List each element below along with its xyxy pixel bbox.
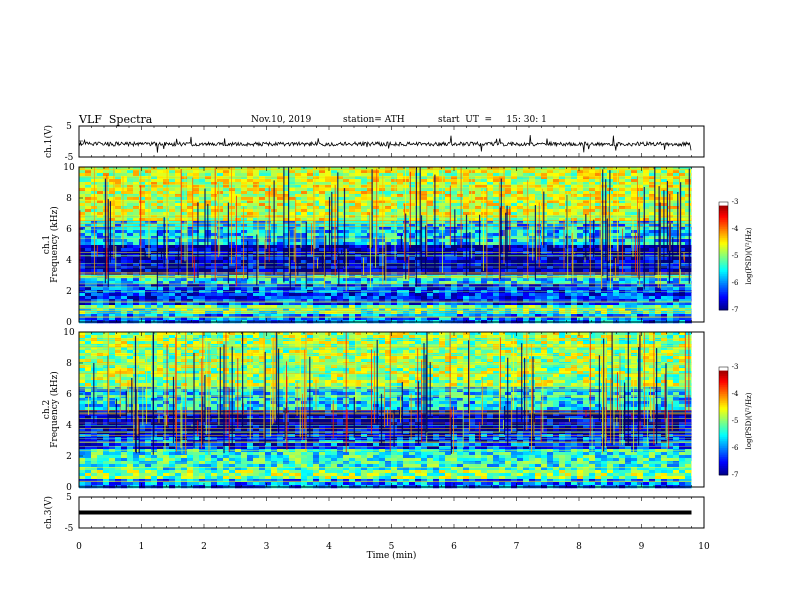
- ch2-spectrogram-image: [79, 331, 692, 489]
- ch3-waveform-ytick-label: -5: [65, 524, 74, 534]
- time-axis-tick-label: 7: [514, 542, 520, 552]
- ch2-spectrogram-colorbar-label: log(PSD)(V²/Hz): [745, 392, 753, 449]
- ch2-spectrogram-ytick-label: 2: [66, 452, 72, 462]
- station-label: station= ATH: [343, 115, 405, 125]
- time-axis-tick-label: 6: [451, 542, 457, 552]
- ch2-spectrogram-colorbar-tick-label: -7: [732, 471, 739, 479]
- ch2-spectrogram-no-data: [691, 332, 704, 487]
- ch2-spectrogram-colorbar-tick-label: -3: [732, 363, 739, 371]
- ch2-spectrogram-channel-label: ch.2: [42, 400, 52, 419]
- time-axis-tick-label: 2: [201, 542, 207, 552]
- time-axis-tick-label: 3: [264, 542, 270, 552]
- start-time-label: start UT = 15: 30: 1: [438, 115, 547, 125]
- ch1-spectrogram-image: [79, 167, 692, 324]
- ch1-spectrogram-colorbar-frame: [718, 201, 729, 311]
- ch1-spectrogram-ytick-label: 4: [66, 256, 72, 266]
- ch1-spectrogram-ytick-label: 10: [63, 163, 75, 173]
- ch1-spectrogram-ytick-label: 6: [66, 225, 72, 235]
- ch1-spectrogram-channel-label: ch.1: [42, 235, 52, 254]
- ch1-spectrogram-ytick-label: 2: [66, 287, 72, 297]
- time-axis-tick-label: 4: [326, 542, 332, 552]
- ch2-spectrogram-ytick-label: 6: [66, 390, 72, 400]
- ch1-waveform-trace: [78, 135, 692, 153]
- ch1-spectrogram-ytick-label: 8: [66, 194, 72, 204]
- ch2-spectrogram-ytick-label: 10: [63, 328, 75, 338]
- ch2-spectrogram-ylabel: Frequency (kHz): [49, 371, 60, 448]
- time-axis-label: Time (min): [367, 550, 417, 561]
- time-axis-tick-label: 0: [76, 542, 82, 552]
- ch2-spectrogram-ytick-label: 0: [66, 483, 72, 493]
- ch1-spectrogram-colorbar-tick-label: -3: [732, 198, 739, 206]
- ch2-spectrogram-colorbar-tick-label: -6: [732, 444, 739, 452]
- ch2-spectrogram-ytick-label: 4: [66, 421, 72, 431]
- ch1-spectrogram-ytick-label: 0: [66, 318, 72, 328]
- ch3-waveform-ytick-label: 5: [66, 493, 72, 503]
- ch1-waveform-ytick-label: -5: [65, 153, 74, 163]
- time-axis-tick-label: 1: [139, 542, 145, 552]
- ch1-spectrogram-colorbar-tick-label: -4: [732, 225, 739, 233]
- ch1-spectrogram-ylabel: Frequency (kHz): [49, 206, 60, 283]
- time-axis-tick-label: 5: [389, 542, 395, 552]
- ch1-waveform-ytick-label: 5: [66, 122, 72, 132]
- ch1-spectrogram-colorbar-tick-label: -5: [732, 252, 739, 260]
- ch1-spectrogram-no-data: [691, 167, 704, 322]
- figure-title: VLF Spectra: [79, 113, 153, 126]
- time-axis-tick-label: 10: [698, 542, 710, 552]
- ch2-spectrogram-colorbar-frame: [718, 366, 729, 476]
- ch1-spectrogram-colorbar-label: log(PSD)(V²/Hz): [745, 227, 753, 284]
- ch2-spectrogram-ytick-label: 8: [66, 359, 72, 369]
- ch3-waveform-ylabel: ch.3(V): [43, 496, 54, 529]
- ch2-spectrogram-colorbar: [719, 367, 728, 476]
- ch1-spectrogram-colorbar-tick-label: -6: [732, 279, 739, 287]
- time-axis-tick-label: 9: [639, 542, 645, 552]
- time-axis-tick-label: 8: [576, 542, 582, 552]
- ch2-spectrogram-colorbar-tick-label: -4: [732, 390, 739, 398]
- ch1-spectrogram-colorbar-tick-label: -7: [732, 306, 739, 314]
- ch1-waveform-ylabel: ch.1(V): [43, 125, 54, 158]
- date-label: Nov.10, 2019: [251, 115, 312, 125]
- ch1-waveform-frame: [78, 125, 705, 158]
- ch2-spectrogram-colorbar-tick-label: -5: [732, 417, 739, 425]
- ch1-spectrogram-colorbar: [719, 202, 728, 311]
